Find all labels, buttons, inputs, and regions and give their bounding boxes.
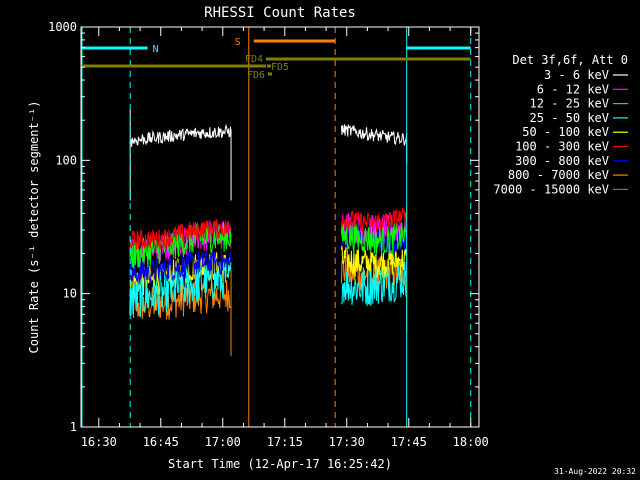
annotation-fd4: FD4	[245, 54, 263, 65]
x-tick-label: 16:30	[81, 435, 117, 449]
x-tick-label: 17:00	[205, 435, 241, 449]
legend-label: 6 - 12 keV	[537, 82, 609, 96]
x-tick-label: 18:00	[453, 435, 489, 449]
y-tick-label: 10	[63, 287, 77, 301]
y-axis-label: Count Rate (s⁻¹ detector segment⁻¹)	[27, 101, 41, 354]
annotation-fd6: FD6	[247, 70, 265, 81]
series-line-6-12kev-part1	[129, 221, 232, 265]
legend-label: 800 - 7000 keV	[508, 168, 609, 182]
plot-frame	[80, 26, 480, 428]
legend-label: 25 - 50 keV	[530, 111, 609, 125]
series-line-3-6kev-part1	[129, 123, 232, 147]
x-axis-label: Start Time (12-Apr-17 16:25:42)	[168, 457, 392, 471]
annotation-fd5: FD5	[271, 62, 289, 73]
legend-label: 3 - 6 keV	[544, 68, 609, 82]
legend-label: 7000 - 15000 keV	[493, 182, 609, 196]
legend-header: Det 3f,6f, Att 0	[512, 53, 628, 67]
legend-label: 50 - 100 keV	[522, 125, 609, 139]
legend-label: 100 - 300 keV	[515, 140, 609, 154]
series-line-100-300kev-part1	[129, 219, 232, 250]
series-line-3-6kev-part2	[340, 124, 408, 147]
series-line-12-25kev-part2	[340, 221, 408, 256]
chart-title: RHESSI Count Rates	[204, 5, 356, 21]
series-line-25-50kev-part1	[129, 260, 232, 318]
axis-layer: 1 10 100 1000 16:30 16:45 17:00 17:15 17:30 17:45…	[48, 20, 489, 449]
x-tick-label: 17:30	[329, 435, 365, 449]
y-tick-label: 1	[70, 420, 77, 434]
series-line-100-300kev-part2	[340, 207, 408, 233]
y-tick-label: 1000	[48, 20, 77, 34]
series-line-300-800kev-part1	[129, 250, 232, 285]
footer-timestamp: 31-Aug-2022 20:32	[554, 467, 636, 476]
x-tick-label: 17:45	[391, 435, 427, 449]
series-line-25-50kev-part2	[341, 261, 408, 307]
overlay-layer: N S FD4 FD5 FD6	[81, 27, 472, 427]
annotation-n: N	[152, 44, 158, 55]
legend-label: 12 - 25 keV	[530, 97, 609, 111]
legend-label: 300 - 800 keV	[515, 154, 609, 168]
annotation-s: S	[235, 37, 241, 48]
x-tick-label: 16:45	[143, 435, 179, 449]
x-tick-label: 17:15	[267, 435, 303, 449]
y-tick-label: 100	[55, 153, 77, 167]
